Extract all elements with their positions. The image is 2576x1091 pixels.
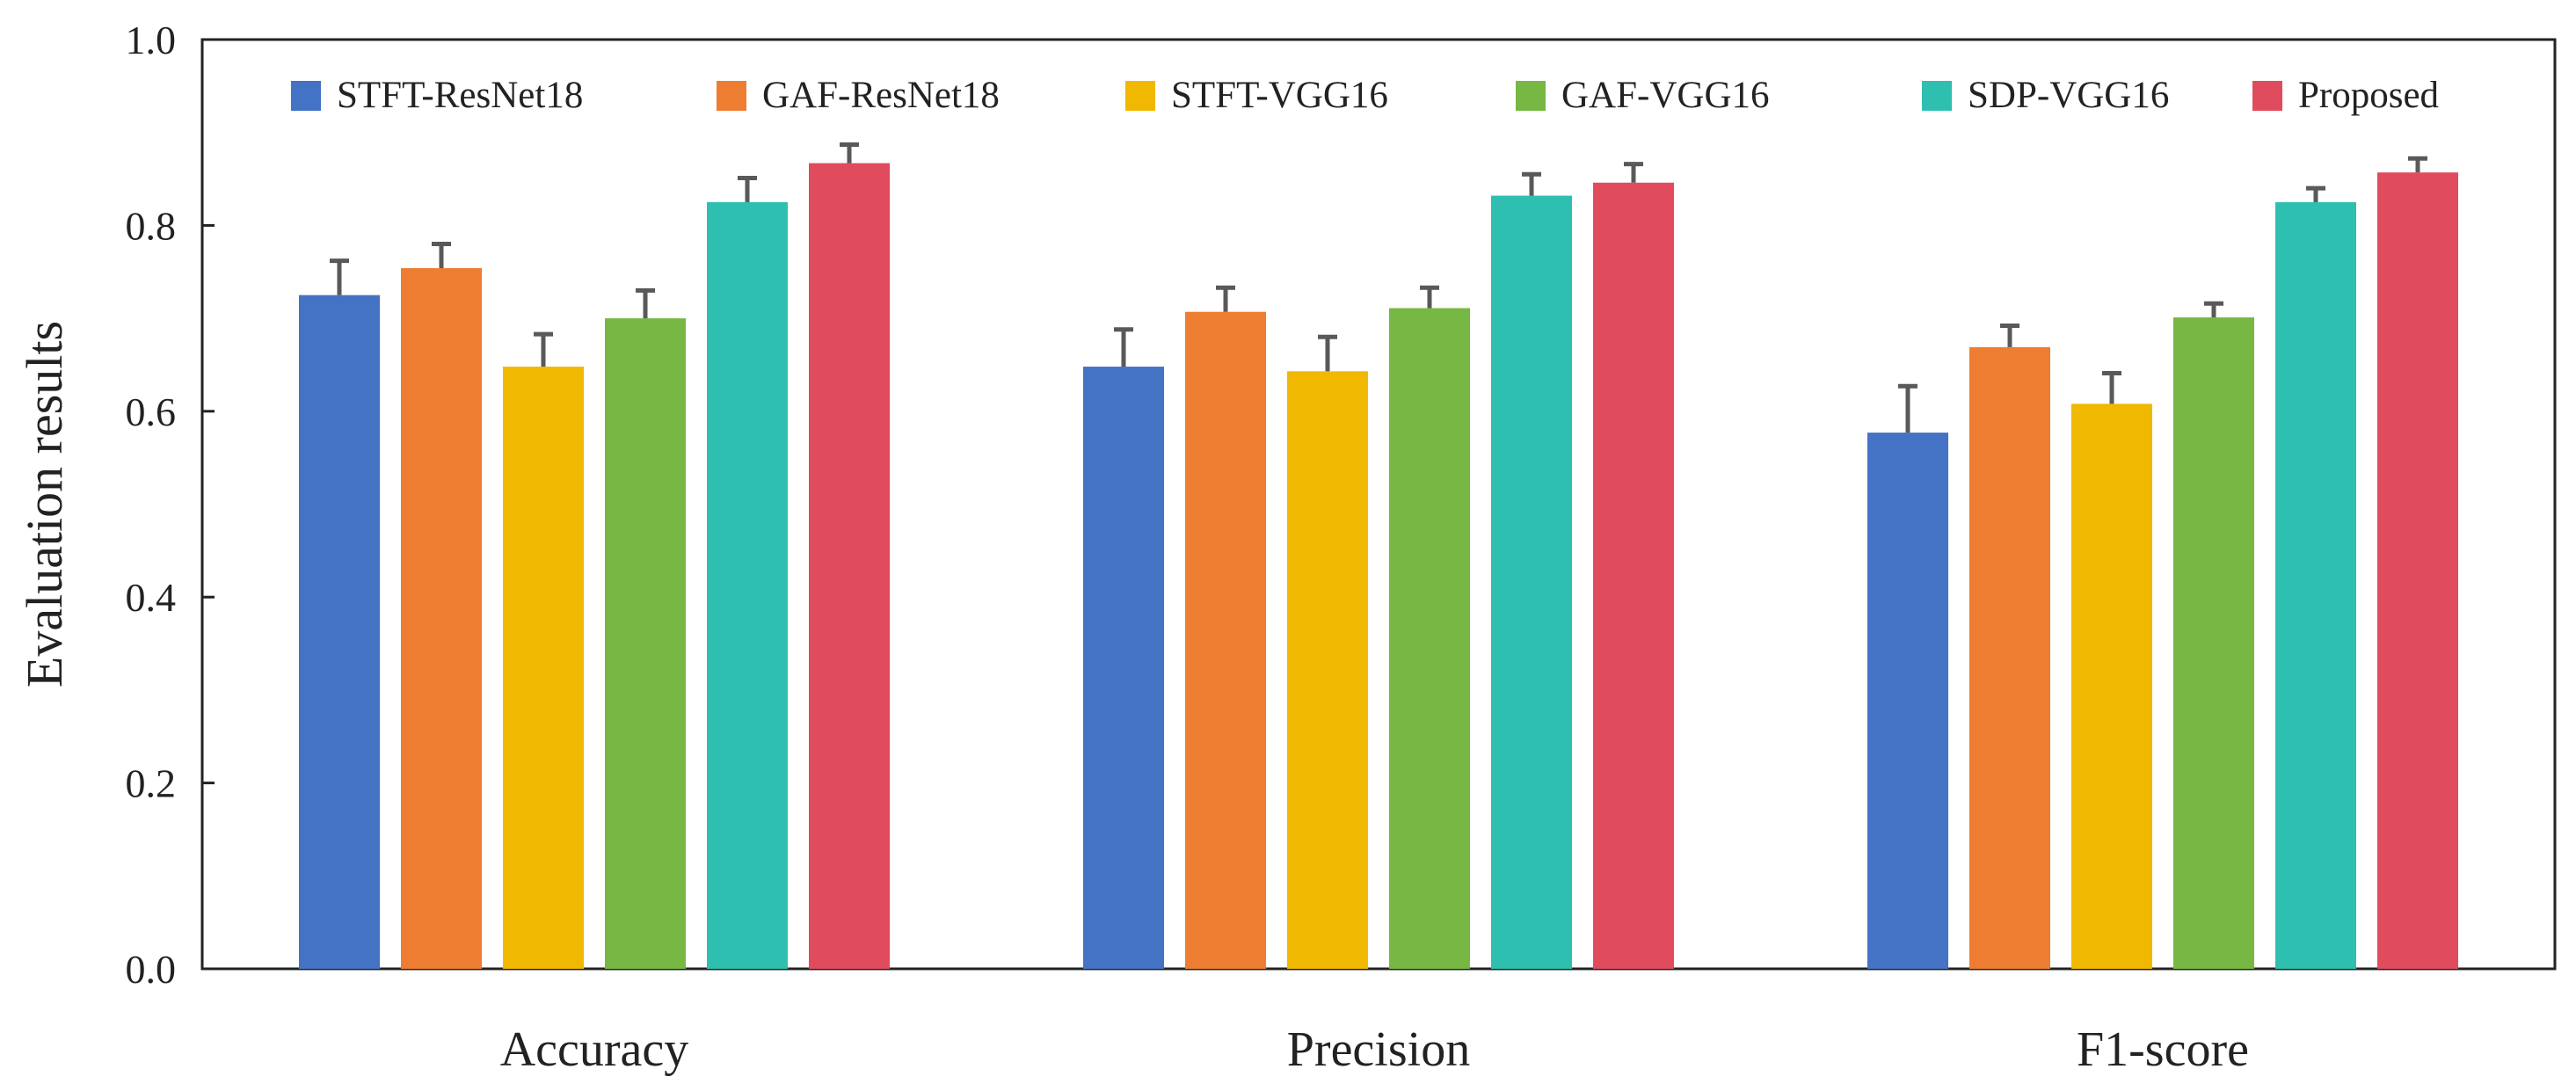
bar-sdp-vgg16-accuracy [707,201,788,970]
x-category-label: Accuracy [500,1022,689,1077]
bar-stft-resnet18-accuracy [299,295,380,969]
legend-swatch [717,81,746,111]
bar-proposed-accuracy [809,163,890,969]
legend-swatch [1125,81,1155,111]
x-category-label: Precision [1287,1022,1470,1077]
legend-label: SDP-VGG16 [1968,75,2169,116]
bar-proposed-f1-score [2377,172,2458,969]
bar-stft-resnet18-precision [1083,367,1164,970]
bar-gaf-resnet18-precision [1185,311,1266,969]
legend-label: STFT-ResNet18 [337,75,583,116]
y-tick-label: 0.6 [126,389,177,434]
y-tick-label: 1.0 [126,18,177,62]
x-category-label: F1-score [2077,1022,2249,1077]
y-tick-label: 0.0 [126,947,177,992]
legend-swatch [2252,81,2282,111]
labels-layer: 0.0 0.2 0.4 0.6 0.8 1.0 Evaluation results Accu… [16,18,2249,1077]
bar-gaf-vgg16-accuracy [605,318,686,970]
bar-gaf-resnet18-f1-score [1969,346,2050,969]
legend-swatch [291,81,321,111]
y-tick-label: 0.4 [126,575,177,620]
bars-layer [299,163,2458,970]
axes-layer [200,38,2557,971]
bar-gaf-vgg16-f1-score [2173,317,2254,970]
bar-stft-vgg16-f1-score [2071,404,2152,969]
bar-stft-resnet18-f1-score [1867,433,1948,970]
legend-swatch [1922,81,1952,111]
legend-label: Proposed [2298,75,2439,116]
error-bars-layer [330,142,2427,433]
bar-stft-vgg16-precision [1287,371,1368,969]
legend-label: STFT-VGG16 [1171,75,1388,116]
bar-sdp-vgg16-f1-score [2275,201,2356,970]
legend-label: GAF-ResNet18 [762,75,1000,116]
plot-frame [200,38,2557,971]
y-tick-label: 0.2 [126,761,177,806]
bar-sdp-vgg16-precision [1491,195,1572,970]
y-tick-label: 0.8 [126,203,177,248]
y-axis-title: Evaluation results [16,321,73,687]
legend-swatch [1516,81,1546,111]
bar-stft-vgg16-accuracy [503,367,584,970]
bar-gaf-vgg16-precision [1389,308,1470,969]
bar-gaf-resnet18-accuracy [401,268,482,970]
legend: STFT-ResNet18 GAF-ResNet18 STFT-VGG16 GAF-V… [291,75,2439,116]
bar-proposed-precision [1593,182,1674,969]
legend-label: GAF-VGG16 [1561,75,1770,116]
